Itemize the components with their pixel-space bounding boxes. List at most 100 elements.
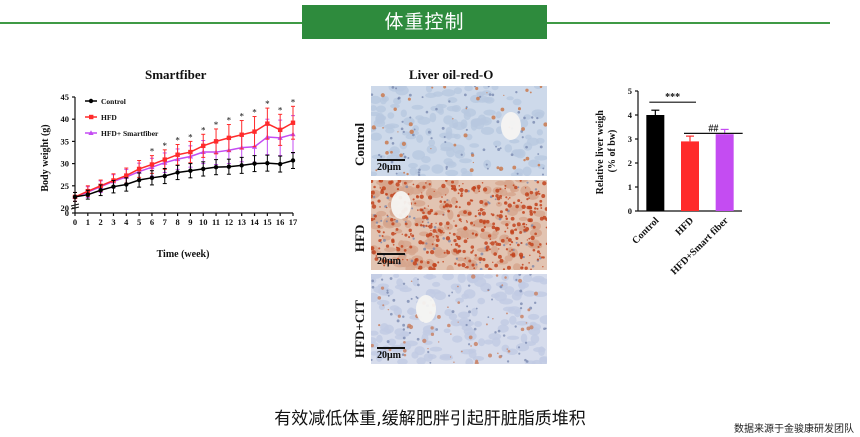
cell-nucleus	[380, 241, 383, 244]
lipid-droplet	[532, 248, 536, 252]
tissue-cell	[426, 144, 438, 154]
tissue-cell	[412, 125, 419, 133]
x-tick-label: 4	[124, 217, 129, 227]
cell-nucleus	[448, 294, 451, 297]
lipid-droplet	[525, 226, 530, 231]
summary-caption: 有效减低体重,缓解肥胖引起肝脏脂质堆积	[274, 409, 586, 429]
tissue-cell	[480, 126, 495, 135]
cell-nucleus	[397, 97, 400, 100]
cell-nucleus	[465, 106, 468, 109]
tissue-cell	[496, 201, 503, 207]
tissue-cell	[444, 309, 453, 316]
lipid-droplet	[428, 224, 433, 229]
tissue-cell	[490, 293, 500, 299]
lipid-droplet	[428, 266, 433, 270]
tissue-cell	[497, 324, 509, 333]
body-weight-line-chart: Time (week) Body weight (g) 0 1 2 3 4 5 6 7 8 9 10…	[40, 92, 298, 260]
tissue-cell	[519, 118, 529, 128]
lipid-droplet	[419, 194, 424, 199]
data-point	[239, 163, 244, 168]
blood-vessel	[501, 112, 521, 140]
data-point	[175, 152, 180, 157]
lipid-droplet	[530, 268, 532, 270]
lipid-droplet	[381, 186, 386, 191]
lipid-droplet	[438, 222, 443, 226]
tissue-cell	[506, 96, 514, 101]
blood-vessel	[416, 295, 436, 323]
lipid-droplet	[503, 94, 505, 97]
x-tick-label: 2	[99, 217, 103, 227]
lipid-droplet	[445, 221, 450, 226]
cell-nucleus	[530, 116, 534, 119]
lipid-droplet	[507, 238, 512, 242]
lipid-droplet	[425, 182, 427, 184]
data-point	[252, 161, 257, 166]
tissue-cell	[533, 210, 546, 217]
cell-nucleus	[433, 226, 437, 229]
lipid-droplet	[487, 289, 489, 292]
lipid-droplet	[453, 220, 455, 222]
lipid-droplet	[391, 231, 395, 236]
lipid-droplet	[510, 229, 514, 234]
cell-nucleus	[402, 328, 406, 331]
lipid-droplet	[371, 217, 374, 222]
lipid-droplet	[491, 115, 496, 120]
lipid-droplet	[539, 252, 541, 255]
lipid-droplet	[419, 208, 423, 212]
x-tick-label: 11	[212, 217, 220, 227]
lipid-droplet	[536, 258, 540, 261]
lipid-droplet	[479, 200, 484, 204]
lipid-droplet	[473, 186, 477, 190]
lipid-droplet	[456, 235, 458, 238]
cell-nucleus	[386, 291, 389, 294]
lipid-droplet	[377, 225, 381, 229]
lipid-droplet	[460, 194, 463, 198]
cell-nucleus	[402, 336, 406, 340]
tissue-cell	[396, 278, 404, 287]
lipid-droplet	[403, 340, 406, 344]
lipid-droplet	[538, 255, 541, 257]
lipid-droplet	[432, 229, 437, 233]
tissue-cell	[371, 351, 379, 356]
y-tick-label: 35	[61, 136, 70, 146]
tissue-cell	[477, 274, 484, 281]
tissue-cell	[503, 180, 513, 189]
tissue-cell	[463, 108, 477, 117]
lipid-droplet	[472, 161, 474, 164]
lipid-droplet	[542, 181, 547, 186]
lipid-droplet	[402, 348, 407, 353]
lipid-droplet	[460, 220, 462, 223]
cell-nucleus	[392, 298, 396, 302]
tissue-cell	[530, 334, 540, 344]
lipid-droplet	[444, 203, 450, 208]
lipid-droplet	[498, 202, 500, 204]
significance-star: *	[150, 147, 155, 157]
tissue-cell	[397, 254, 407, 263]
lipid-droplet	[384, 140, 389, 145]
tissue-cell	[471, 307, 478, 317]
header-rule-left	[0, 22, 302, 24]
data-point	[213, 139, 219, 144]
lipid-droplet	[441, 183, 446, 189]
tissue-cell	[462, 231, 469, 239]
cell-nucleus	[473, 86, 477, 88]
lipid-droplet	[394, 218, 396, 221]
cell-nucleus	[390, 160, 394, 164]
tissue-cell	[371, 111, 380, 117]
lipid-droplet	[485, 323, 488, 326]
cell-nucleus	[534, 188, 538, 191]
lipid-droplet	[463, 226, 468, 231]
cell-nucleus	[532, 120, 536, 124]
lipid-droplet	[431, 267, 436, 270]
cell-nucleus	[405, 185, 409, 189]
scale-bar: 20μm	[377, 347, 405, 361]
lipid-droplet	[382, 231, 385, 234]
y-tick-label: 40	[61, 114, 70, 124]
tissue-cell	[458, 317, 471, 328]
lipid-droplet	[437, 228, 442, 233]
lipid-droplet	[505, 223, 509, 227]
y-tick-label: 20	[61, 203, 70, 213]
tissue-cell	[506, 335, 520, 340]
tissue-cell	[412, 150, 426, 160]
lipid-droplet	[453, 187, 456, 191]
